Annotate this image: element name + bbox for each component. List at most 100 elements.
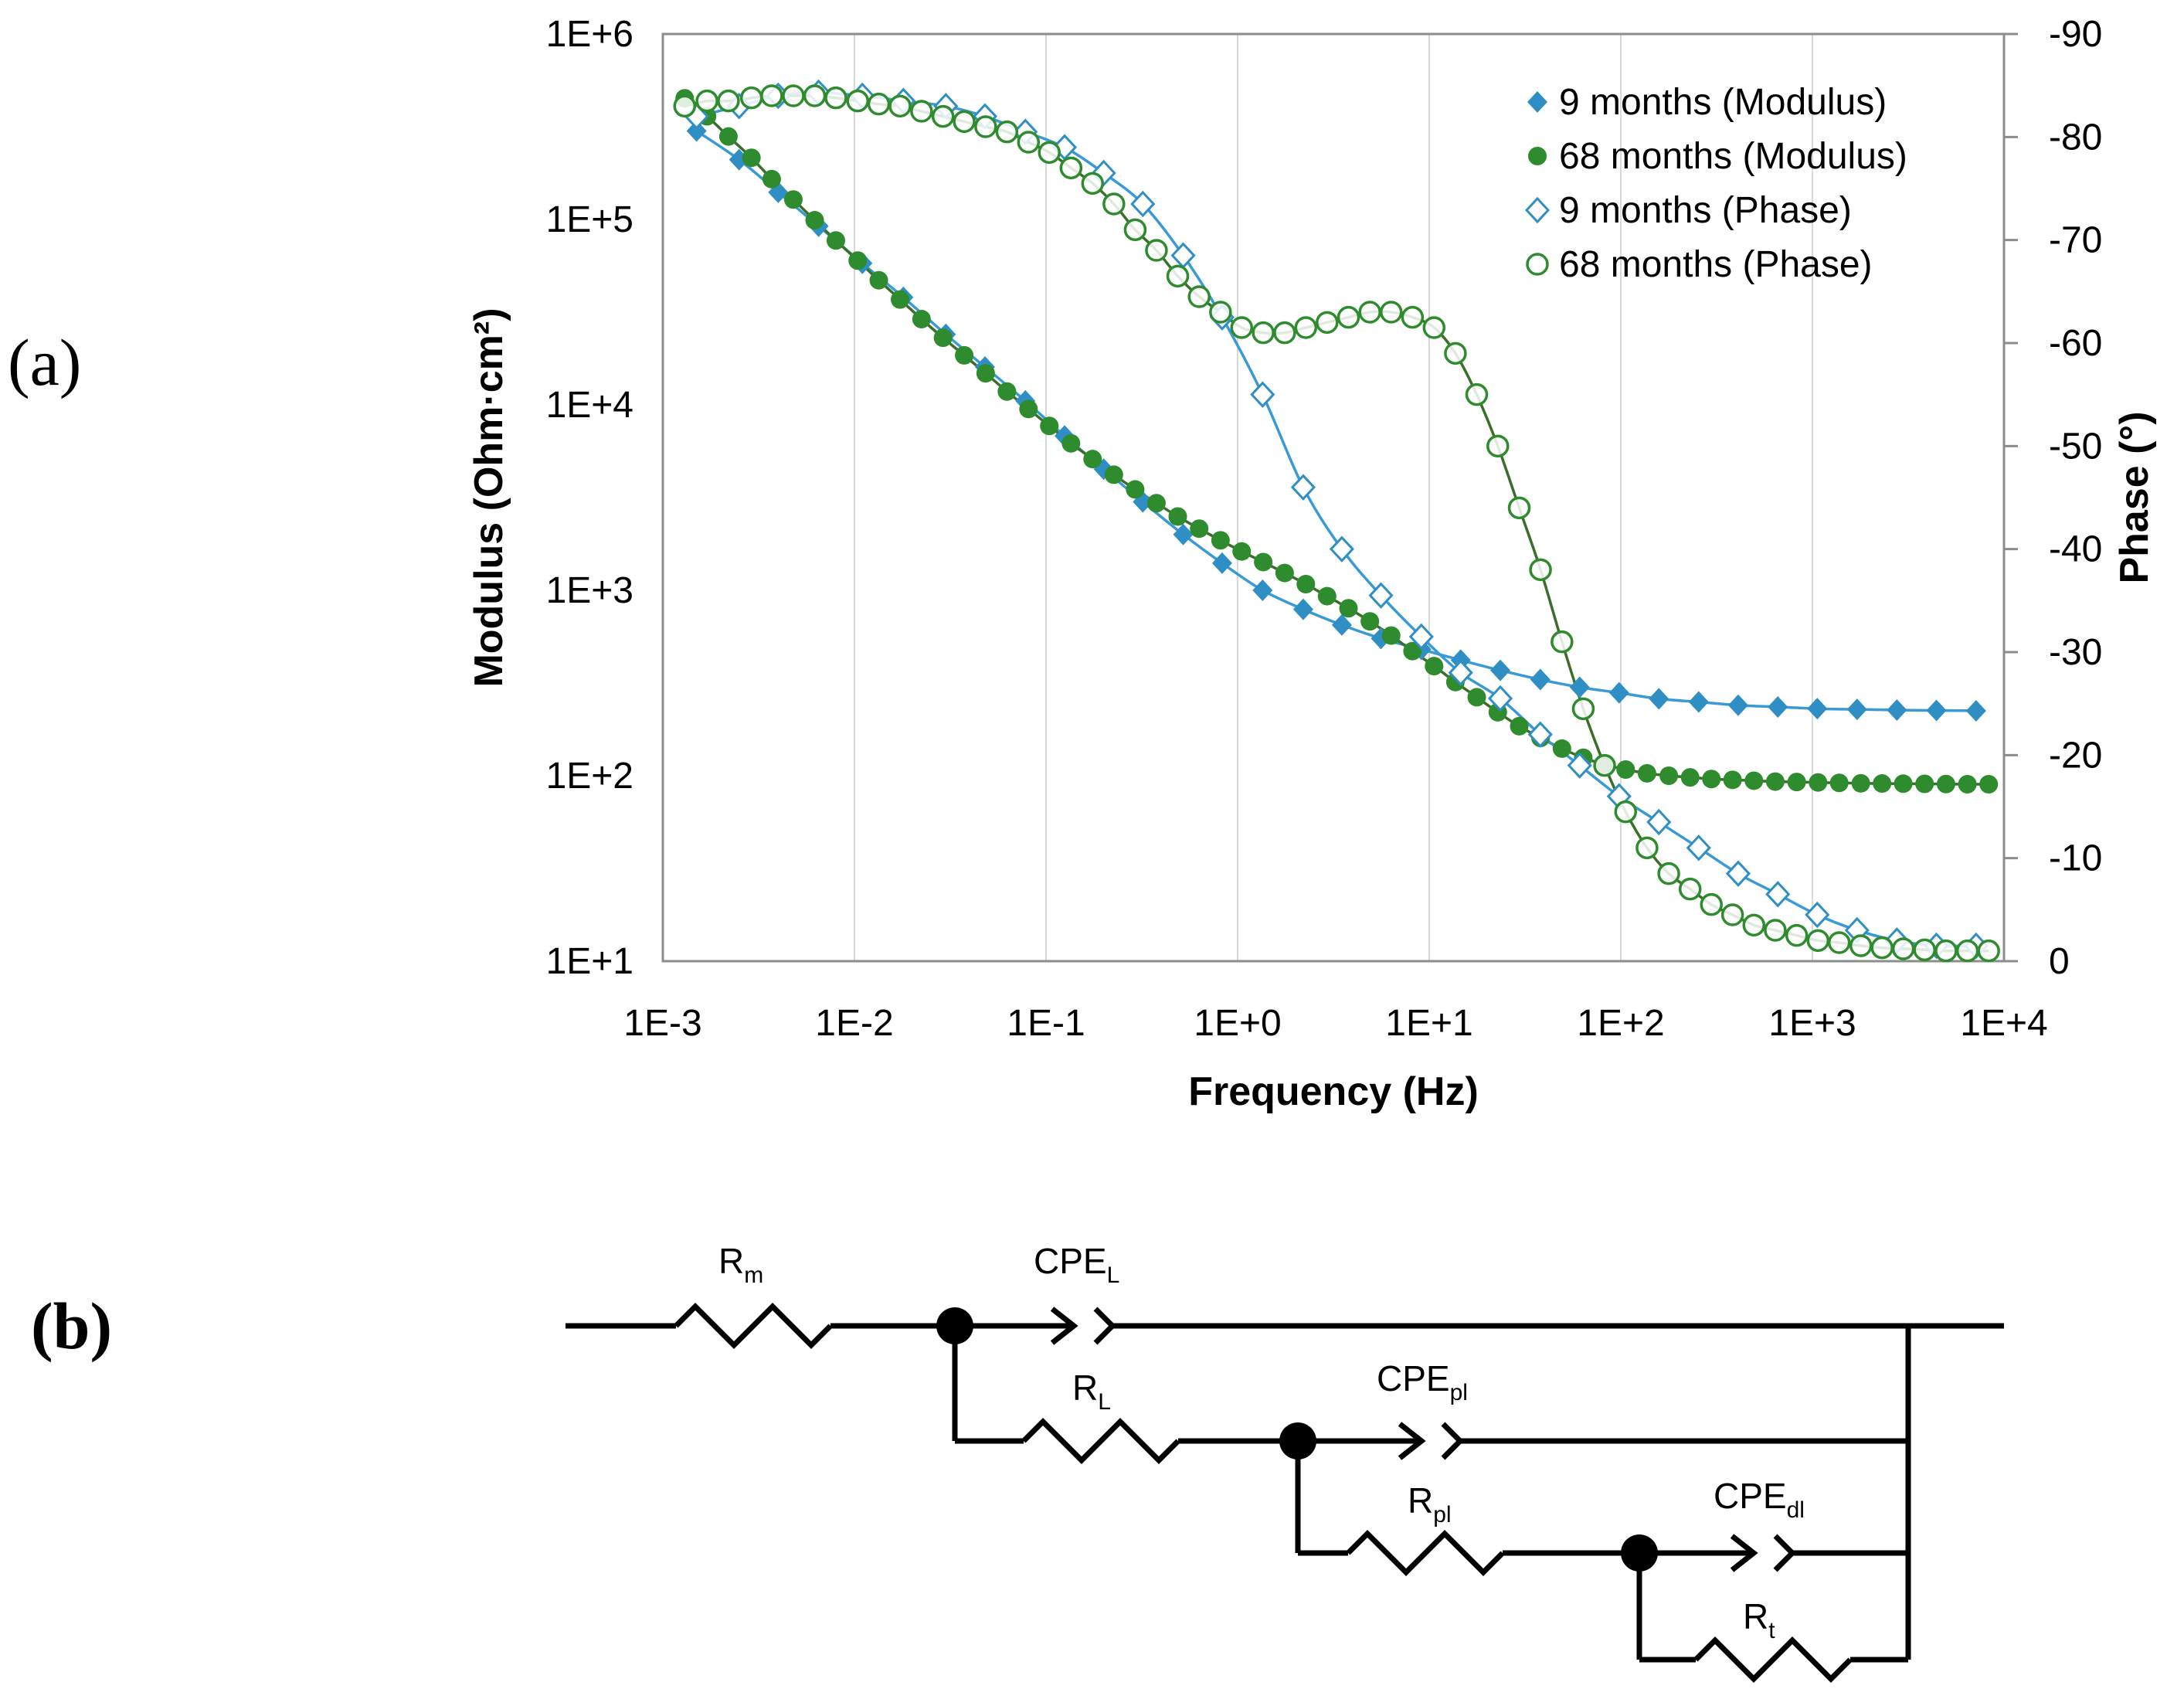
x-tick-label: 1E-3 bbox=[623, 1003, 701, 1044]
data-point-series-3 bbox=[1187, 285, 1211, 308]
data-point-series-3 bbox=[1294, 316, 1318, 339]
data-point-series-0 bbox=[1807, 698, 1828, 720]
data-point-series-1 bbox=[1168, 507, 1187, 526]
data-point-series-2 bbox=[1368, 582, 1394, 609]
legend-label-0: 9 months (Modulus) bbox=[1559, 82, 1887, 123]
data-point-series-2 bbox=[1646, 808, 1672, 836]
y2-tick-label: -70 bbox=[2049, 220, 2102, 261]
plot-area-frame bbox=[661, 32, 2006, 963]
data-point-series-1 bbox=[1254, 552, 1273, 572]
data-point-series-3 bbox=[1486, 434, 1510, 458]
data-point-series-1 bbox=[1425, 657, 1444, 676]
data-point-series-3 bbox=[1529, 558, 1552, 582]
data-point-series-0 bbox=[1768, 695, 1788, 718]
label-rt: Rt bbox=[1743, 1596, 1775, 1643]
data-point-series-2 bbox=[1686, 834, 1711, 861]
data-point-series-0 bbox=[1887, 699, 1907, 722]
cpe-l-left-plate bbox=[1050, 1307, 1078, 1345]
data-point-series-1 bbox=[891, 290, 910, 309]
y-tick-label: 1E+3 bbox=[546, 570, 633, 611]
data-point-series-2 bbox=[1130, 190, 1156, 218]
data-point-series-1 bbox=[1083, 450, 1102, 469]
data-point-series-3 bbox=[1017, 131, 1041, 154]
legend-marker-2 bbox=[1524, 196, 1551, 224]
data-point-series-3 bbox=[1401, 305, 1425, 329]
data-point-series-2 bbox=[1725, 860, 1751, 887]
data-point-series-1 bbox=[1659, 766, 1679, 785]
data-point-series-3 bbox=[910, 100, 933, 123]
data-point-series-3 bbox=[995, 120, 1019, 144]
resistor-rpl bbox=[1346, 1530, 1505, 1576]
data-point-series-3 bbox=[1870, 936, 1894, 960]
y-axis-ticks: 1E+1 1E+2 1E+3 1E+4 1E+5 1E+6 bbox=[546, 14, 633, 982]
data-point-series-1 bbox=[1019, 399, 1038, 419]
data-point-series-1 bbox=[1510, 716, 1529, 736]
data-point-series-1 bbox=[1296, 574, 1316, 593]
data-point-series-2 bbox=[1250, 381, 1275, 408]
data-point-series-1 bbox=[1467, 688, 1486, 707]
data-point-series-2 bbox=[1170, 242, 1196, 269]
data-point-series-1 bbox=[997, 382, 1017, 401]
data-point-series-3 bbox=[846, 89, 869, 113]
data-point-series-0 bbox=[1688, 691, 1709, 713]
data-point-series-0 bbox=[1926, 699, 1947, 722]
data-point-series-1 bbox=[826, 231, 845, 250]
data-point-series-1 bbox=[1723, 770, 1742, 790]
data-point-series-1 bbox=[848, 251, 868, 270]
data-point-series-3 bbox=[1273, 321, 1296, 345]
data-point-series-0 bbox=[1530, 668, 1551, 691]
x-tick-label: 1E+4 bbox=[1960, 1003, 2047, 1044]
x-tick-label: 1E+0 bbox=[1194, 1003, 1281, 1044]
data-point-series-2 bbox=[1805, 901, 1830, 929]
legend: 9 months (Modulus) 68 months (Modulus) 9 m… bbox=[1524, 82, 1907, 285]
data-point-series-3 bbox=[888, 94, 912, 118]
data-point-series-1 bbox=[1339, 599, 1358, 618]
data-point-series-3 bbox=[1678, 877, 1702, 901]
data-point-series-1 bbox=[1381, 626, 1401, 645]
data-point-series-3 bbox=[1422, 316, 1446, 339]
y2-axis-title: Phase (°) bbox=[2112, 411, 2157, 583]
data-point-series-3 bbox=[1785, 923, 1809, 947]
y2-tick-label: -20 bbox=[2049, 735, 2102, 776]
data-point-series-1 bbox=[1126, 480, 1145, 499]
legend-marker-3 bbox=[1526, 253, 1549, 276]
y2-tick-label: -90 bbox=[2049, 14, 2102, 55]
data-point-series-1 bbox=[1851, 773, 1870, 793]
label-cpe-dl: CPEdl bbox=[1714, 1476, 1805, 1523]
y2-tick-label: -10 bbox=[2049, 838, 2102, 879]
data-point-series-0 bbox=[1490, 659, 1511, 681]
y2-tick-label: 0 bbox=[2049, 941, 2070, 982]
panel-label-b: (b) bbox=[31, 1289, 112, 1363]
data-point-series-1 bbox=[783, 190, 803, 209]
data-point-series-1 bbox=[1829, 773, 1849, 793]
data-point-series-3 bbox=[1123, 218, 1147, 242]
data-point-series-3 bbox=[760, 84, 783, 107]
data-point-series-1 bbox=[1190, 519, 1209, 539]
node-1 bbox=[936, 1307, 973, 1344]
data-point-series-3 bbox=[1593, 753, 1616, 777]
x-tick-label: 1E+2 bbox=[1577, 1003, 1664, 1044]
data-point-series-1 bbox=[955, 345, 974, 365]
data-point-series-3 bbox=[1379, 301, 1403, 324]
data-point-series-3 bbox=[1209, 301, 1232, 324]
data-point-series-3 bbox=[867, 92, 891, 116]
data-point-series-1 bbox=[1702, 770, 1721, 789]
legend-marker-0 bbox=[1527, 91, 1547, 113]
data-point-series-3 bbox=[803, 84, 827, 107]
y-tick-label: 1E+4 bbox=[546, 385, 633, 426]
node-2 bbox=[1279, 1422, 1316, 1460]
data-point-series-3 bbox=[953, 110, 976, 134]
y2-tick-label: -80 bbox=[2049, 117, 2102, 158]
legend-label-3: 68 months (Phase) bbox=[1559, 244, 1873, 285]
data-point-series-0 bbox=[1211, 552, 1232, 574]
data-point-series-0 bbox=[1649, 688, 1669, 710]
data-point-series-1 bbox=[1104, 465, 1123, 484]
data-point-series-3 bbox=[1252, 321, 1275, 345]
data-point-series-3 bbox=[931, 104, 955, 128]
resistor-rt bbox=[1693, 1636, 1853, 1683]
y2-tick-label: -50 bbox=[2049, 426, 2102, 467]
data-point-series-3 bbox=[1764, 919, 1787, 942]
data-point-series-3 bbox=[1742, 913, 1766, 937]
legend-label-2: 9 months (Phase) bbox=[1559, 190, 1852, 231]
y-tick-label: 1E+6 bbox=[546, 14, 633, 55]
